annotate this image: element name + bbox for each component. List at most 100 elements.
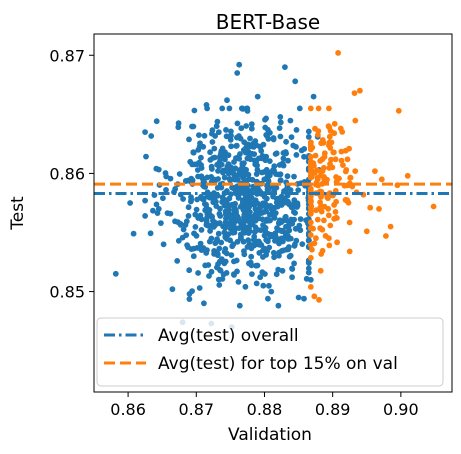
- data-point-series-1: [290, 142, 297, 149]
- data-point-series-2: [312, 169, 318, 176]
- data-point-series-1: [251, 229, 258, 235]
- data-point-series-1: [248, 125, 255, 132]
- data-point-series-1: [215, 168, 221, 174]
- data-point-series-1: [203, 102, 210, 108]
- data-point-series-1: [209, 139, 216, 145]
- data-point-series-1: [295, 294, 302, 301]
- data-point-series-1: [270, 249, 277, 256]
- data-point-series-1: [247, 135, 253, 142]
- data-point-series-1: [229, 229, 236, 236]
- data-point-series-1: [305, 128, 312, 135]
- data-point-series-1: [224, 97, 230, 104]
- plot-area-frame: [93, 33, 453, 393]
- data-point-series-1: [253, 280, 260, 287]
- data-point-series-1: [247, 259, 254, 266]
- data-point-series-1: [185, 244, 192, 251]
- data-point-series-1: [198, 165, 205, 171]
- data-point-series-1: [182, 178, 189, 184]
- legend-label-1: Avg(test) overall: [158, 326, 299, 346]
- data-point-series-1: [203, 205, 210, 211]
- data-point-series-1: [216, 220, 223, 227]
- data-point-series-1: [231, 159, 237, 165]
- data-point-series-1: [301, 146, 308, 152]
- data-point-series-2: [313, 207, 319, 214]
- data-point-series-1: [209, 166, 215, 172]
- data-point-series-1: [282, 213, 289, 220]
- data-point-series-1: [289, 274, 295, 281]
- data-point-series-1: [209, 130, 215, 137]
- data-point-series-1: [281, 195, 288, 202]
- data-point-series-2: [308, 203, 315, 210]
- data-point-series-2: [346, 248, 353, 255]
- data-point-series-1: [266, 158, 273, 165]
- data-point-series-1: [183, 232, 190, 239]
- data-point-series-1: [244, 108, 251, 114]
- data-point-series-1: [233, 142, 240, 149]
- x-tick-label: 0.88: [247, 400, 283, 419]
- data-point-series-1: [222, 258, 229, 265]
- data-point-series-1: [211, 145, 218, 152]
- data-point-series-1: [273, 171, 279, 178]
- data-point-series-1: [223, 270, 230, 276]
- data-point-series-1: [239, 198, 246, 205]
- data-point-series-1: [174, 258, 181, 264]
- data-point-series-1: [301, 153, 307, 160]
- data-point-series-1: [254, 93, 261, 100]
- data-point-series-1: [160, 241, 167, 248]
- data-point-series-1: [277, 114, 284, 120]
- data-point-series-1: [258, 155, 265, 162]
- data-point-series-1: [288, 216, 295, 223]
- data-point-series-1: [191, 107, 198, 114]
- x-tick-label: 0.86: [110, 400, 146, 419]
- data-point-series-1: [305, 269, 312, 276]
- data-point-series-1: [233, 257, 240, 264]
- data-point-series-1: [262, 124, 269, 131]
- data-point-series-2: [311, 162, 317, 169]
- data-point-series-1: [280, 162, 287, 169]
- data-point-series-1: [130, 230, 137, 237]
- data-point-series-1: [225, 161, 232, 168]
- data-point-series-1: [305, 237, 312, 244]
- data-point-series-1: [195, 146, 202, 153]
- data-point-series-1: [262, 225, 269, 231]
- data-point-series-1: [285, 157, 291, 164]
- data-point-series-2: [321, 203, 328, 210]
- data-point-series-1: [215, 176, 222, 182]
- data-point-series-1: [277, 217, 283, 224]
- data-point-series-2: [313, 235, 319, 242]
- data-point-series-1: [252, 206, 259, 212]
- data-point-series-1: [237, 186, 244, 192]
- data-point-series-1: [232, 165, 239, 172]
- data-point-series-1: [256, 239, 263, 246]
- data-point-series-1: [253, 262, 259, 269]
- data-point-series-1: [160, 195, 166, 202]
- data-point-series-1: [212, 240, 219, 247]
- data-point-series-1: [206, 238, 213, 245]
- data-point-series-1: [292, 210, 298, 216]
- data-point-series-1: [273, 271, 280, 278]
- data-point-series-1: [215, 261, 221, 268]
- data-point-series-1: [249, 176, 256, 183]
- data-point-series-2: [378, 176, 385, 183]
- data-point-series-2: [326, 139, 333, 146]
- data-point-series-1: [220, 169, 226, 176]
- data-point-series-1: [206, 273, 212, 279]
- data-point-series-1: [197, 212, 204, 219]
- data-point-series-1: [275, 266, 282, 273]
- data-point-series-1: [229, 223, 236, 230]
- data-point-series-1: [270, 184, 277, 191]
- data-point-series-1: [219, 145, 226, 152]
- data-point-series-1: [249, 215, 256, 222]
- data-point-series-1: [274, 236, 281, 243]
- data-point-series-1: [262, 271, 268, 277]
- data-point-series-2: [307, 146, 314, 153]
- data-point-series-1: [195, 270, 202, 276]
- data-point-series-1: [224, 236, 230, 242]
- data-point-series-1: [221, 248, 228, 255]
- data-point-series-1: [276, 240, 282, 247]
- data-point-series-2: [307, 194, 314, 200]
- data-point-series-1: [192, 211, 199, 218]
- data-point-series-1: [226, 105, 233, 112]
- data-point-series-1: [190, 245, 197, 252]
- data-point-series-1: [257, 227, 264, 234]
